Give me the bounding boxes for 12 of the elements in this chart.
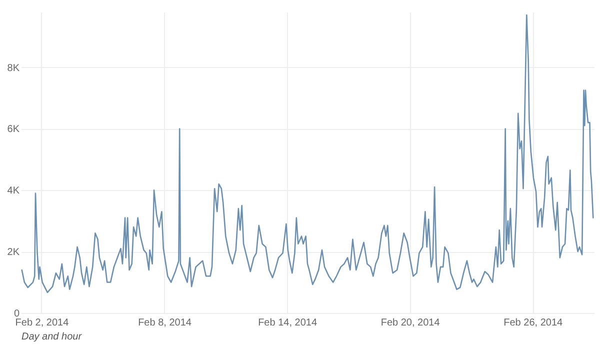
line-series <box>21 14 594 294</box>
y-tick-label: 2K <box>7 247 20 258</box>
x-tick-label: Feb 26, 2014 <box>504 318 564 328</box>
x-tick-label: Feb 2, 2014 <box>15 318 70 328</box>
x-tick-label: Feb 14, 2014 <box>258 318 318 328</box>
y-tick-label: 8K <box>7 62 20 74</box>
x-tick-label: Feb 8, 2014 <box>138 318 192 328</box>
y-tick-label: 6K <box>7 124 20 136</box>
y-tick-label: 0 <box>14 308 20 320</box>
x-axis-title: Day and hour <box>22 332 82 342</box>
x-tick-label: Feb 20, 2014 <box>380 318 440 328</box>
y-tick-label: 4K <box>7 186 20 197</box>
